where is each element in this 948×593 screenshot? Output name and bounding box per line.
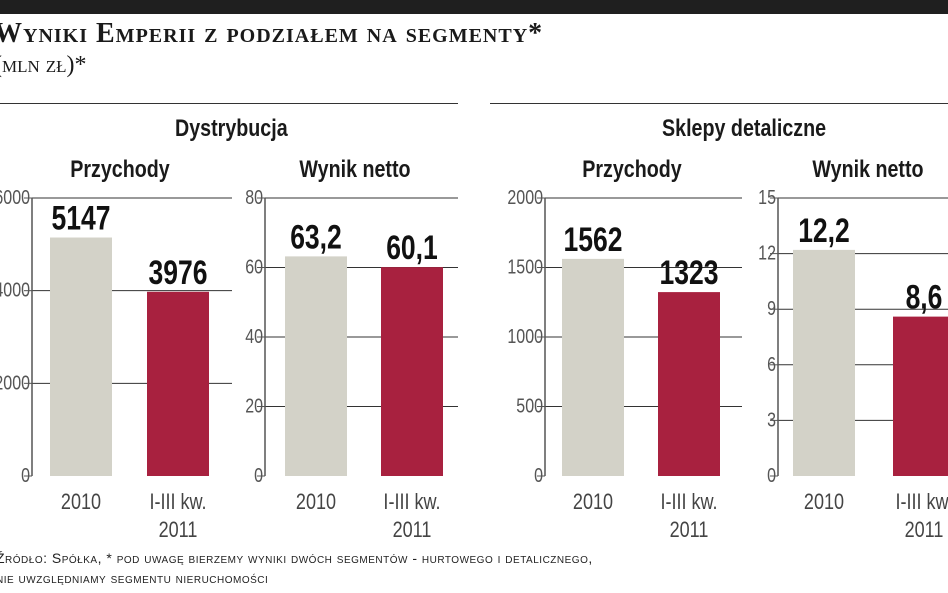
panel-1-value-label-0: 63,2 (290, 218, 342, 256)
panel-2-ytick-label: 1000 (507, 325, 543, 347)
panel-3-ytick-label: 3 (767, 409, 776, 431)
panel-0-bar-0 (50, 237, 112, 476)
panel-1-ytick-label: 20 (245, 395, 263, 417)
panel-0-ytick-label: 6000 (0, 186, 30, 208)
group-title-dystrybucja: Dystrybucja (175, 115, 288, 142)
panel-3-title: Wynik netto (812, 155, 923, 182)
panel-3-value-label-1: 8,6 (906, 279, 943, 317)
panel-2-bar-0 (562, 258, 624, 476)
panel-1-value-label-1: 60,1 (386, 229, 438, 267)
panel-1-xlabel-1: I-III kw. 2011 (383, 490, 440, 542)
panel-1-ytick-label: 0 (254, 464, 263, 486)
panel-2-ytick-label: 0 (534, 464, 543, 486)
footnote-line-2: nie uwzględniamy segmentu nieruchomości (0, 570, 269, 586)
panel-3-ytick-label: 15 (758, 186, 776, 208)
panel-1-bar-1 (381, 267, 443, 476)
panel-2-ytick-label: 2000 (507, 186, 543, 208)
group-divider-sklepy (490, 103, 948, 104)
panel-2-value-label-1: 1323 (660, 254, 719, 292)
panel-3-ytick-label: 0 (767, 464, 776, 486)
chart-subtitle: (mln zł)* (0, 52, 87, 78)
panel-1-ytick-label: 40 (245, 325, 263, 347)
panel-2-title: Przychody (582, 155, 682, 182)
panel-3-ytick-label: 12 (758, 242, 776, 264)
panel-1-ytick-label: 60 (245, 256, 263, 278)
top-bar (0, 0, 948, 14)
panel-1-title: Wynik netto (299, 155, 410, 182)
panel-0-value-label-1: 3976 (149, 254, 208, 292)
panel-2-xlabel-1: I-III kw. 2011 (660, 490, 717, 542)
panel-0-bar-1 (147, 291, 209, 476)
panel-0-value-label-0: 5147 (52, 199, 111, 237)
chart-title: Wyniki Emperii z podziałem na segmenty* (0, 18, 544, 49)
footnote-line-1: Źródło: Spółka, * pod uwagę bierzemy wyn… (0, 550, 593, 566)
panel-2-xlabel-0: 2010 (573, 490, 613, 514)
panel-3-bar-1 (893, 316, 948, 476)
panel-3-xlabel-1: I-III kw. 2011 (895, 490, 948, 542)
panel-2-value-label-0: 1562 (564, 221, 623, 259)
panel-3-value-label-0: 12,2 (798, 212, 850, 250)
panel-0-ytick-label: 4000 (0, 279, 30, 301)
panel-0-title: Przychody (70, 155, 170, 182)
panel-0-ytick-label: 2000 (0, 372, 30, 394)
panel-3-bar-0 (793, 249, 855, 476)
panel-0-xlabel-0: 2010 (61, 490, 101, 514)
panel-1-bar-0 (285, 256, 347, 476)
panel-0-ytick-label: 0 (21, 464, 30, 486)
panel-0-xlabel-1: I-III kw. 2011 (149, 490, 206, 542)
group-title-sklepy: Sklepy detaliczne (662, 115, 827, 142)
panel-3-ytick-label: 6 (767, 353, 776, 375)
group-divider-dystrybucja (0, 103, 458, 104)
panel-3-xlabel-0: 2010 (804, 490, 844, 514)
panel-2-ytick-label: 500 (516, 395, 543, 417)
panel-2-ytick-label: 1500 (507, 256, 543, 278)
panel-2-bar-1 (658, 292, 720, 476)
panel-1-ytick-label: 80 (245, 186, 263, 208)
panel-1-xlabel-0: 2010 (296, 490, 336, 514)
panel-3-ytick-label: 9 (767, 298, 776, 320)
